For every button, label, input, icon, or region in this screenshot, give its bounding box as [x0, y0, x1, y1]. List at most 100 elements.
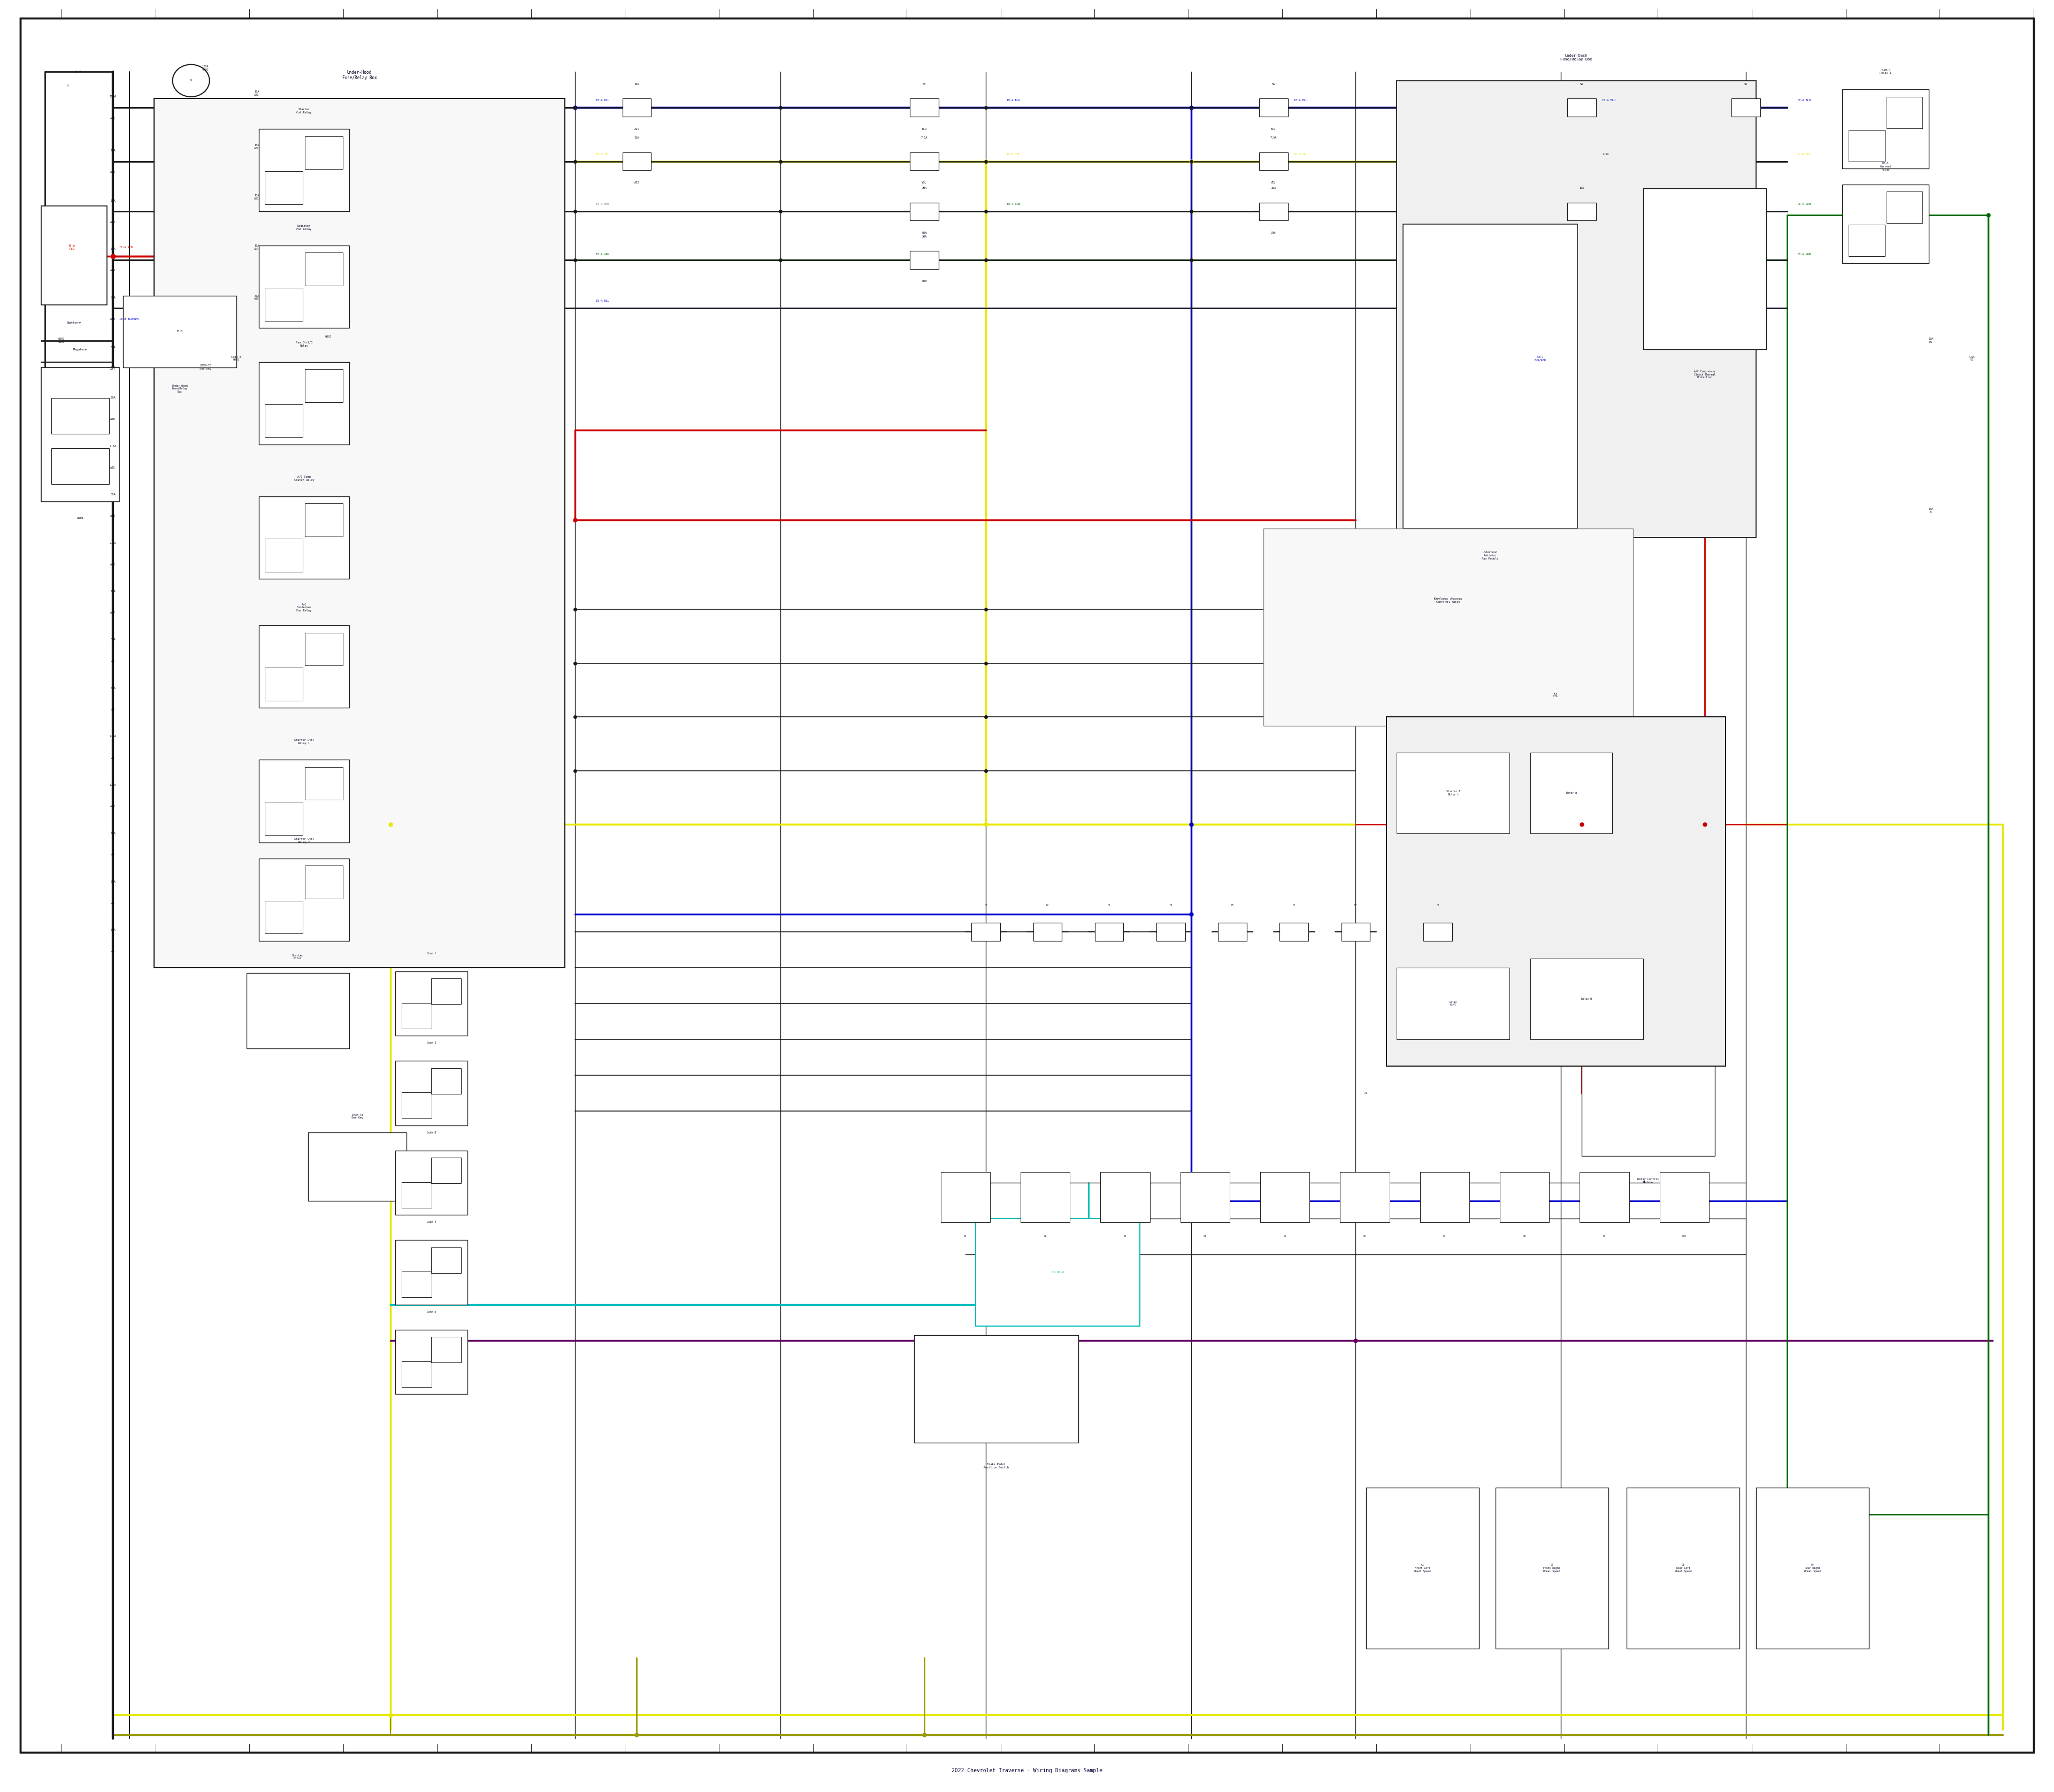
Bar [431, 1068, 460, 1093]
Text: IE-A GRN: IE-A GRN [1797, 202, 1812, 206]
Text: A22: A22 [111, 170, 115, 174]
Bar [1259, 152, 1288, 170]
Bar [41, 206, 107, 305]
Text: ELD: ELD [177, 330, 183, 333]
Text: S2: S2 [1043, 1235, 1048, 1238]
Text: HCAM-H
Relay 1: HCAM-H Relay 1 [1879, 68, 1892, 75]
Text: IE-B YEL: IE-B YEL [1797, 152, 1812, 156]
Bar [306, 504, 343, 536]
Text: S4: S4 [1204, 1235, 1206, 1238]
Text: IE-A BLU: IE-A BLU [596, 299, 610, 303]
Text: C3
Rear Left
Wheel Speed: C3 Rear Left Wheel Speed [1674, 1564, 1692, 1572]
Bar [1366, 1487, 1479, 1649]
Text: IE-A BLU: IE-A BLU [1797, 99, 1812, 102]
Bar [1732, 99, 1760, 116]
Text: BT-G
Current
Relay: BT-G Current Relay [1879, 163, 1892, 170]
Text: IE-A GRN: IE-A GRN [1797, 253, 1812, 256]
Bar [1423, 923, 1452, 941]
Bar [51, 448, 109, 484]
Text: IE-A BLU: IE-A BLU [1602, 99, 1616, 102]
Bar [1627, 1487, 1740, 1649]
Text: 30A: 30A [111, 686, 115, 690]
Bar [394, 971, 468, 1036]
Text: A21: A21 [111, 116, 115, 120]
Bar [246, 973, 349, 1048]
Text: A17: A17 [111, 805, 115, 808]
Text: 15A
A14: 15A A14 [255, 244, 259, 251]
Text: 30A: 30A [111, 831, 115, 835]
Text: Starter
Motor: Starter Motor [292, 953, 304, 961]
Text: 30A: 30A [111, 638, 115, 642]
Text: IE-A
RED: IE-A RED [68, 244, 76, 251]
Text: A17: A17 [111, 611, 115, 615]
Bar [910, 251, 939, 269]
Text: A8: A8 [111, 950, 115, 953]
Bar [259, 496, 349, 579]
Bar [1397, 81, 1756, 538]
Text: F4: F4 [1169, 903, 1173, 907]
Bar [1341, 923, 1370, 941]
Text: A8: A8 [111, 901, 115, 905]
Text: 10A
A23: 10A A23 [255, 194, 259, 201]
Text: IE-A GRN: IE-A GRN [1006, 202, 1021, 206]
Text: A23: A23 [111, 220, 115, 224]
Text: Relay
Ctrl: Relay Ctrl [1450, 1000, 1456, 1007]
Text: 15A: 15A [111, 247, 115, 251]
Text: 2.5A: 2.5A [109, 541, 117, 545]
Text: 15A: 15A [111, 149, 115, 152]
Bar [123, 296, 236, 367]
Bar [1386, 717, 1725, 1066]
Text: F2: F2 [1045, 903, 1050, 907]
Text: S1: S1 [963, 1235, 967, 1238]
Text: 7.5A: 7.5A [1269, 136, 1278, 140]
Bar [1021, 1172, 1070, 1222]
Text: IPOM-7B
See Key: IPOM-7B See Key [351, 1113, 364, 1120]
Text: 5A: 5A [1271, 82, 1276, 86]
Bar [972, 923, 1000, 941]
Text: A6: A6 [111, 659, 115, 663]
Text: S6: S6 [1364, 1235, 1366, 1238]
Text: 20A: 20A [922, 186, 926, 190]
Bar [41, 367, 119, 502]
Text: F8: F8 [1436, 903, 1440, 907]
Text: GRN: GRN [922, 231, 926, 235]
Bar [265, 803, 302, 835]
Bar [308, 1133, 407, 1201]
Text: A22: A22 [635, 181, 639, 185]
Text: Starter
Cut Relay: Starter Cut Relay [296, 108, 312, 115]
Bar [154, 99, 565, 968]
Text: 5A: 5A [1744, 82, 1748, 86]
Text: C4T7
BLU/RED: C4T7 BLU/RED [1534, 355, 1547, 362]
Text: IPOM-7B
See Key: IPOM-7B See Key [199, 364, 212, 371]
Text: A14: A14 [111, 269, 115, 272]
Text: 15A: 15A [635, 136, 639, 140]
Bar [1580, 1172, 1629, 1222]
Text: IE-A GRN: IE-A GRN [596, 253, 610, 256]
Bar [1403, 224, 1577, 529]
Text: 2022 Chevrolet Traverse - Wiring Diagrams Sample: 2022 Chevrolet Traverse - Wiring Diagram… [951, 1769, 1103, 1772]
Text: A/C
Condenser
Fan Relay: A/C Condenser Fan Relay [296, 604, 312, 611]
Text: 20A: 20A [1271, 186, 1276, 190]
Bar [1842, 90, 1929, 168]
Text: 18A
B: 18A B [1929, 507, 1933, 514]
Text: IE-A WHT: IE-A WHT [596, 202, 610, 206]
Text: Starter A
Motor 1: Starter A Motor 1 [1446, 790, 1460, 796]
Text: 60A: 60A [111, 346, 115, 349]
Text: 1.5A: 1.5A [109, 783, 117, 787]
Bar [1397, 753, 1510, 833]
Bar [259, 362, 349, 444]
Text: F7: F7 [1354, 903, 1358, 907]
Text: C1
Front Left
Wheel Speed: C1 Front Left Wheel Speed [1413, 1564, 1432, 1572]
Text: 7.5A: 7.5A [920, 136, 928, 140]
Text: Under-Hood
Fuse/Relay Box: Under-Hood Fuse/Relay Box [343, 70, 376, 81]
Text: C2
Front Right
Wheel Speed: C2 Front Right Wheel Speed [1543, 1564, 1561, 1572]
Text: IE-B YEL: IE-B YEL [596, 152, 610, 156]
Text: C4
Rear Right
Wheel Speed: C4 Rear Right Wheel Speed [1803, 1564, 1822, 1572]
Text: Starter Ctrl
Relay 2: Starter Ctrl Relay 2 [294, 837, 314, 844]
Text: IE-B: IE-B [74, 70, 82, 73]
Text: A26: A26 [111, 418, 115, 421]
Text: 30A: 30A [111, 296, 115, 299]
Text: Under Hood
Fuse/Relay
Box: Under Hood Fuse/Relay Box [173, 385, 187, 392]
Bar [1263, 529, 1633, 726]
Text: Battery: Battery [68, 321, 80, 324]
